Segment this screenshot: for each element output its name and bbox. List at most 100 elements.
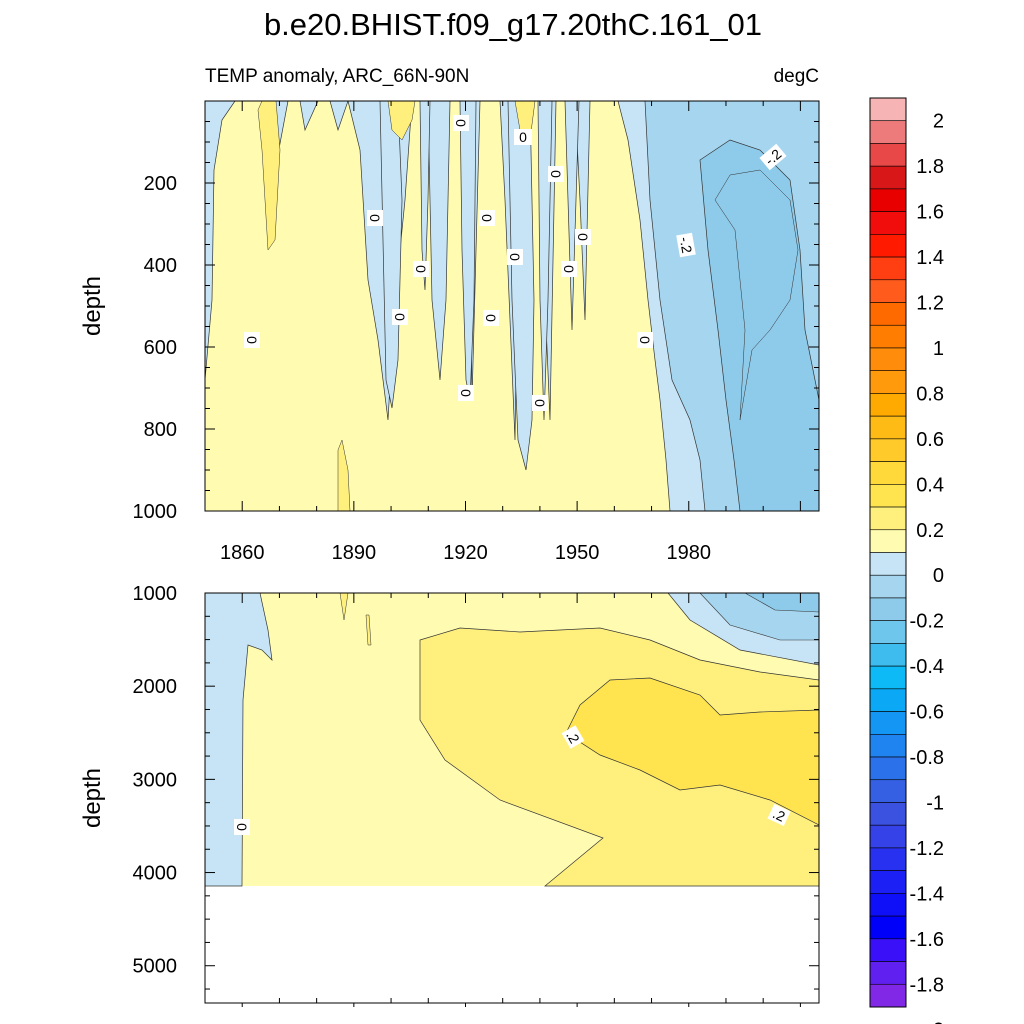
x-tick-label: 1980 bbox=[667, 542, 712, 564]
contour-label: 0 bbox=[479, 214, 495, 222]
colorbar-swatch bbox=[869, 415, 907, 440]
colorbar-swatch bbox=[869, 824, 907, 849]
x-tick-label: 1860 bbox=[220, 542, 265, 564]
colorbar-swatch bbox=[869, 665, 907, 690]
colorbar-swatch bbox=[869, 893, 907, 917]
contour-label: 0 bbox=[519, 129, 527, 145]
colorbar-level-label: -1.2 bbox=[910, 838, 944, 860]
colorbar-swatch bbox=[869, 620, 907, 644]
y-tick-label: 5000 bbox=[133, 956, 178, 978]
colorbar-labels: 2 1.8 1.6 1.4 1.2 1 0.8 0.6 0.4 0.2 0 -0.2 -0.4 -0.6 -… bbox=[910, 111, 944, 1024]
colorbar-swatch bbox=[869, 711, 907, 735]
colorbar-swatch bbox=[869, 779, 907, 803]
y-tick-label: 3000 bbox=[133, 769, 178, 791]
y-tick-label: 800 bbox=[144, 419, 177, 441]
upper-contour-labels: 0 0 0 0 0 0 0 0 0 0 0 0 0 0 0 -.2 -.2 bbox=[244, 115, 787, 411]
upper-contour-field bbox=[205, 101, 819, 511]
colorbar bbox=[869, 97, 907, 1008]
colorbar-swatch bbox=[869, 461, 907, 485]
lower-contour-labels: 0 .2 .2 bbox=[234, 725, 791, 835]
colorbar-swatch bbox=[869, 393, 907, 417]
y-tick-label: 600 bbox=[144, 337, 177, 359]
y-tick-label: 400 bbox=[144, 255, 177, 277]
colorbar-swatch bbox=[869, 915, 907, 940]
colorbar-level-label: 2 bbox=[933, 111, 944, 133]
x-tick-label: 1950 bbox=[555, 542, 600, 564]
upper-yellow-patch bbox=[337, 439, 351, 511]
x-tick-label: 1920 bbox=[443, 542, 488, 564]
colorbar-swatch bbox=[869, 279, 907, 303]
upper-y-axis-label: depth bbox=[79, 276, 106, 336]
panel-subtitle: TEMP anomaly, ARC_66N-90N bbox=[205, 66, 469, 87]
colorbar-level-label: 1.2 bbox=[916, 293, 944, 315]
colorbar-level-label: -1.4 bbox=[910, 883, 944, 905]
colorbar-swatch bbox=[869, 120, 907, 144]
contour-label: 0 bbox=[637, 336, 653, 344]
upper-blue-streak bbox=[379, 101, 403, 409]
colorbar-swatch bbox=[869, 143, 907, 167]
colorbar-swatch bbox=[869, 802, 907, 826]
colorbar-swatch bbox=[869, 733, 907, 758]
colorbar-level-label: -1 bbox=[926, 792, 944, 814]
colorbar-level-label: 0.8 bbox=[916, 383, 944, 405]
contour-label: 0 bbox=[507, 253, 523, 261]
contour-label: 0 bbox=[575, 233, 591, 241]
colorbar-swatch bbox=[869, 552, 907, 576]
colorbar-swatch bbox=[869, 938, 907, 962]
lower-yellow-streak bbox=[365, 614, 372, 646]
lower-contour-field bbox=[205, 593, 819, 887]
figure-title: b.e20.BHIST.f09_g17.20thC.161_01 bbox=[264, 7, 762, 42]
colorbar-swatch bbox=[869, 983, 907, 1008]
colorbar-swatch bbox=[869, 756, 907, 781]
colorbar-swatch bbox=[869, 529, 907, 553]
colorbar-level-label: 1.8 bbox=[916, 156, 944, 178]
colorbar-level-label: -0.2 bbox=[910, 611, 944, 633]
colorbar-swatch bbox=[869, 165, 907, 190]
lower-strong-yellow-region bbox=[565, 677, 819, 826]
colorbar-swatch bbox=[869, 506, 907, 531]
colorbar-level-label: 1.6 bbox=[916, 202, 944, 224]
contour-label: 0 bbox=[483, 314, 499, 322]
colorbar-swatch bbox=[869, 688, 907, 712]
colorbar-swatch bbox=[869, 324, 907, 349]
units-label: degC bbox=[774, 66, 819, 87]
y-tick-label: 2000 bbox=[133, 676, 178, 698]
lower-x-axis bbox=[204, 593, 801, 1007]
colorbar-frame bbox=[869, 97, 907, 1008]
lower-y-axis-label: depth bbox=[79, 768, 106, 828]
y-tick-label: 200 bbox=[144, 173, 177, 195]
colorbar-swatch bbox=[869, 870, 907, 894]
colorbar-swatch bbox=[869, 211, 907, 235]
lower-y-axis: 1000 2000 3000 4000 5000 bbox=[133, 583, 819, 990]
lower-panel: 0 .2 .2 1000 2000 3000 4000 5000 depth bbox=[79, 583, 820, 1007]
upper-yellow-patch bbox=[257, 101, 281, 251]
colorbar-swatch bbox=[869, 97, 907, 122]
colorbar-level-label: 0.2 bbox=[916, 520, 944, 542]
contour-label: 0 bbox=[548, 170, 564, 178]
colorbar-level-label: 0.6 bbox=[916, 429, 944, 451]
colorbar-level-label: -0.6 bbox=[910, 702, 944, 724]
y-tick-label: 1000 bbox=[133, 501, 178, 523]
y-tick-label: 1000 bbox=[133, 583, 178, 605]
contour-label: 0 bbox=[458, 389, 474, 397]
colorbar-swatch bbox=[869, 597, 907, 621]
upper-x-axis: 1860 1890 1920 1950 1980 bbox=[204, 101, 801, 564]
colorbar-level-label: -2 bbox=[926, 1020, 944, 1024]
upper-panel: 0 0 0 0 0 0 0 0 0 0 0 0 0 0 0 -.2 -.2 20… bbox=[79, 100, 820, 564]
colorbar-swatch bbox=[869, 961, 907, 985]
colorbar-swatch bbox=[869, 847, 907, 871]
contour-label: 0 bbox=[413, 265, 429, 273]
contour-label: -.2 bbox=[677, 236, 696, 255]
upper-y-axis: 200 400 600 800 1000 bbox=[133, 100, 819, 523]
contour-label: 0 bbox=[532, 399, 548, 407]
colorbar-level-label: 0 bbox=[933, 565, 944, 587]
contour-label: 0 bbox=[244, 336, 260, 344]
x-tick-label: 1890 bbox=[332, 542, 377, 564]
colorbar-swatch bbox=[869, 188, 907, 212]
y-tick-label: 4000 bbox=[133, 863, 178, 885]
contour-label: 0 bbox=[561, 265, 577, 273]
upper-strong-blue-core bbox=[714, 169, 799, 421]
colorbar-level-label: 0.4 bbox=[916, 474, 944, 496]
upper-positive-region bbox=[205, 101, 671, 511]
